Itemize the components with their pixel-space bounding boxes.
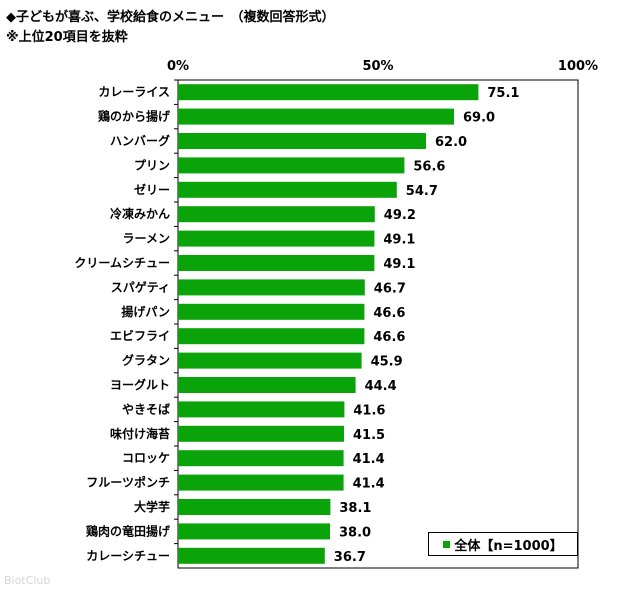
bar	[178, 181, 397, 198]
bar	[178, 352, 362, 369]
category-label: プリン	[134, 157, 170, 172]
data-label: 41.4	[353, 477, 385, 492]
data-label: 54.7	[406, 184, 438, 199]
data-label: 46.7	[374, 281, 406, 296]
bar	[178, 474, 344, 491]
bar	[178, 255, 375, 271]
x-tick-label: 50%	[362, 59, 393, 74]
data-label: 41.5	[353, 428, 385, 443]
bar	[178, 303, 365, 320]
data-label: 38.0	[339, 525, 371, 540]
data-label: 56.6	[413, 159, 445, 174]
category-label: 冷凍みかん	[110, 206, 170, 221]
category-label: コロッケ	[122, 451, 170, 465]
data-label: 41.4	[353, 452, 385, 467]
bar	[178, 157, 405, 174]
x-tick-label: 100%	[558, 59, 598, 74]
category-label: 大学芋	[134, 499, 170, 514]
category-label: ゼリー	[134, 182, 170, 197]
category-label: クリームシチュー	[74, 256, 170, 270]
category-label: グラタン	[122, 353, 170, 368]
bar	[178, 450, 344, 467]
data-label: 49.1	[383, 233, 415, 248]
bar	[178, 328, 365, 345]
bar	[178, 84, 479, 101]
data-label: 46.6	[373, 306, 405, 321]
category-label: フルーツポンチ	[86, 475, 170, 490]
bar	[178, 206, 375, 223]
category-label: やきそば	[122, 401, 170, 416]
bar	[178, 523, 330, 540]
x-tick-label: 0%	[167, 59, 189, 74]
category-label: ラーメン	[122, 232, 170, 246]
category-label: スパゲティ	[111, 279, 170, 294]
category-label: 味付け海苔	[110, 426, 170, 441]
bar	[178, 133, 426, 149]
data-label: 46.6	[373, 330, 405, 345]
bar	[178, 425, 344, 442]
data-label: 45.9	[371, 355, 403, 370]
category-label: 鶏のから揚げ	[98, 109, 171, 124]
category-label: 揚げパン	[121, 304, 170, 319]
data-label: 44.4	[365, 379, 397, 394]
category-label: カレーシチュー	[86, 549, 170, 563]
bar	[178, 377, 356, 393]
category-label: ハンバーグ	[110, 133, 170, 148]
data-label: 49.1	[383, 257, 415, 272]
legend-label: 全体【n=1000】	[454, 538, 563, 554]
plot-frame	[177, 79, 579, 569]
category-label: 鶏肉の竜田揚げ	[86, 523, 171, 538]
bar	[178, 401, 345, 418]
data-label: 62.0	[435, 135, 467, 150]
bar	[178, 108, 454, 125]
category-label: エビフライ	[110, 328, 170, 343]
bar	[178, 279, 365, 296]
legend-swatch	[443, 540, 451, 548]
data-label: 49.2	[384, 208, 416, 223]
legend: 全体【n=1000】	[428, 532, 578, 556]
watermark: BiotClub	[4, 574, 51, 587]
data-label: 69.0	[463, 111, 495, 126]
category-label: カレーライス	[98, 85, 170, 99]
data-label: 75.1	[487, 86, 519, 101]
chart-title: ◆子どもが喜ぶ、学校給食のメニュー （複数回答形式）	[6, 10, 335, 25]
data-label: 38.1	[339, 501, 371, 516]
bar	[178, 230, 375, 247]
category-label: ヨーグルト	[110, 377, 170, 392]
bar	[178, 547, 325, 564]
bar	[178, 499, 331, 515]
chart-subtitle: ※上位20項目を抜粋	[6, 30, 128, 45]
data-label: 41.6	[353, 403, 385, 418]
data-label: 36.7	[334, 550, 366, 565]
